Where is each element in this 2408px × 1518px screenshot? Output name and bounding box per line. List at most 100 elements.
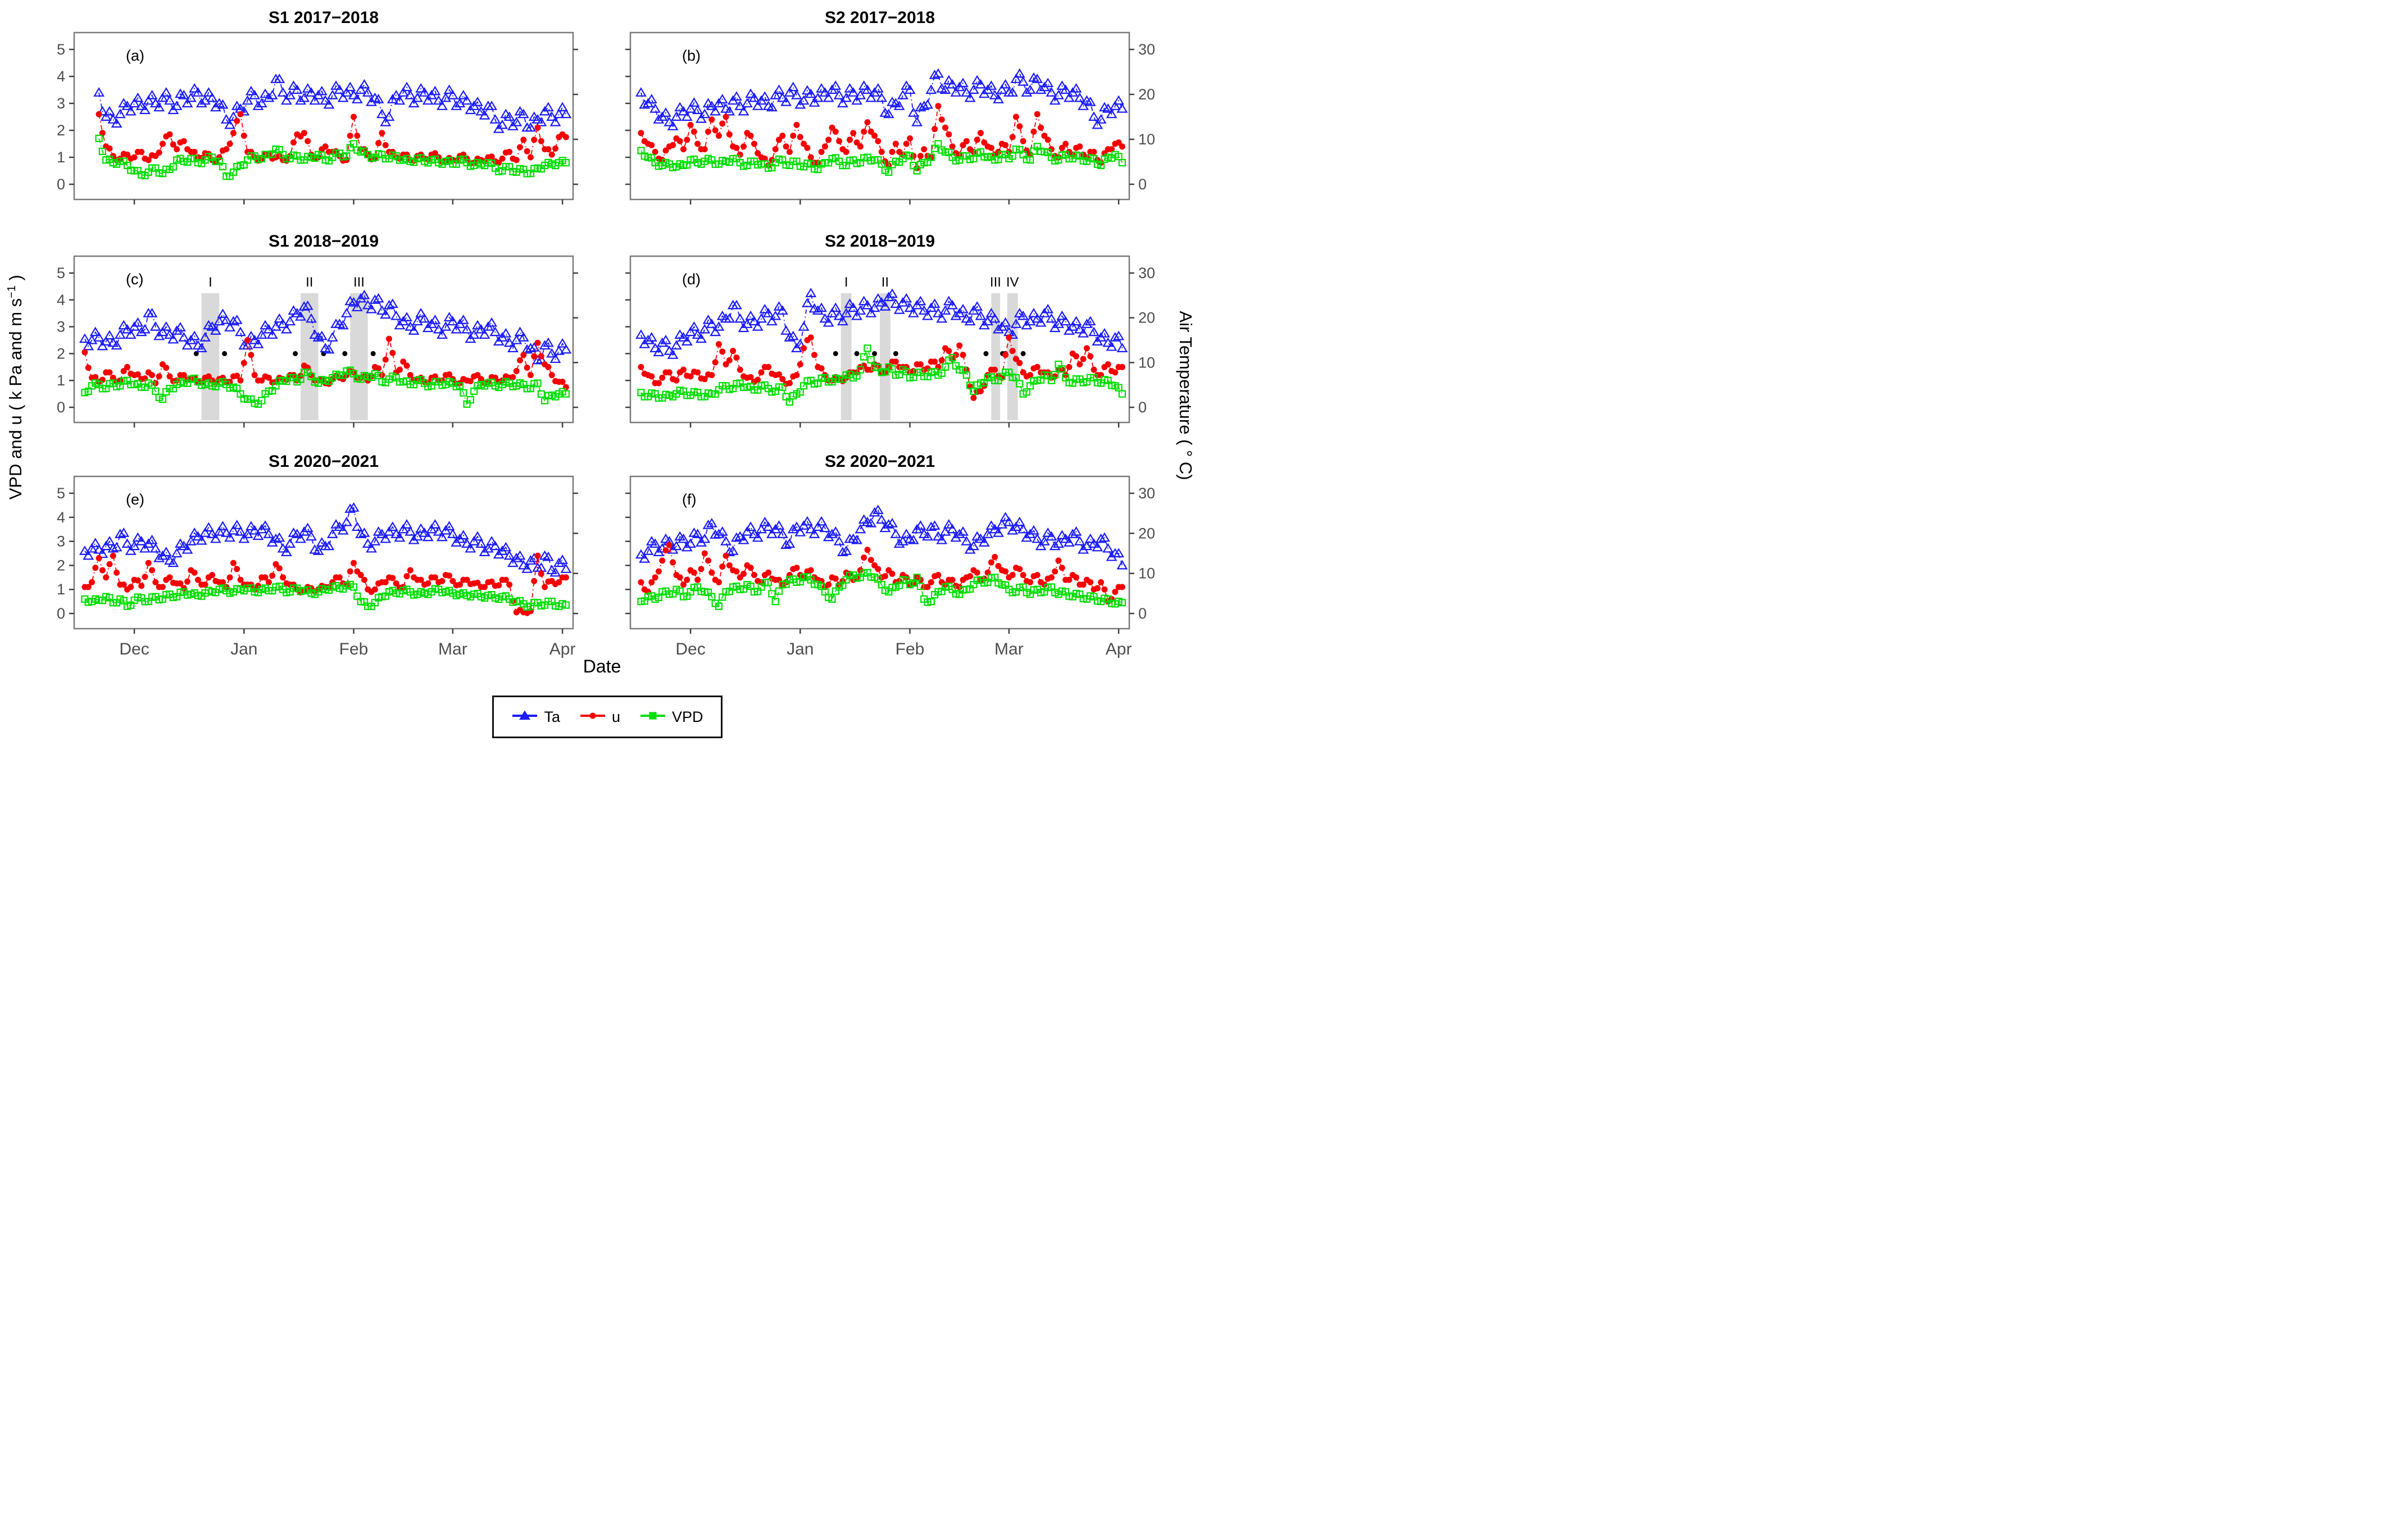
y-axis-label-left-text: VPD and u ( k Pa and m s [6,298,26,500]
ta-marker [143,95,155,105]
u-marker [248,352,255,358]
ta-marker [642,334,654,344]
vpd-marker [456,382,464,390]
ta-marker [486,101,498,110]
ta-marker [887,517,898,528]
u-marker [446,371,453,378]
ta-marker [111,542,122,552]
ta-marker [1078,328,1089,338]
ta-marker [710,326,721,337]
u-marker [510,374,516,380]
ta-marker [220,527,232,537]
y-right-tick-label: 30 [1138,41,1155,58]
ta-marker [837,316,848,326]
ta-marker [114,529,126,538]
u-marker [956,342,963,349]
ta-marker [794,339,806,348]
ta-marker [756,313,767,323]
ta-marker [678,106,689,116]
legend-item-u: u [579,708,620,726]
ta-marker [277,319,289,328]
u-marker [765,569,772,576]
ta-marker [808,529,820,538]
u-marker [755,376,761,383]
ta-marker [97,548,108,558]
u-marker [156,149,162,156]
ta-marker [309,95,321,105]
ta-marker [351,302,363,312]
ta-marker [528,342,540,352]
y-right-tick-label: 0 [1138,399,1147,416]
ta-marker [312,546,324,555]
u-marker [638,363,644,370]
ta-marker [805,524,817,534]
u-marker [1108,146,1115,153]
ta-marker [812,92,824,102]
u-marker [99,130,106,137]
ta-marker [447,316,458,326]
ta-marker [334,521,346,531]
ta-marker [419,87,430,97]
u-marker [562,134,569,140]
ta-marker [844,298,856,308]
u-marker [269,572,276,579]
ta-marker [89,326,101,337]
ta-marker [925,521,937,531]
ta-marker [1053,319,1064,328]
ta-marker [295,95,306,105]
ta-marker [685,538,696,548]
ta-marker [157,92,169,102]
ta-marker [985,80,997,90]
u-marker [120,367,127,374]
vpd-marker [860,353,868,361]
ta-marker [1060,533,1071,543]
ta-marker [752,101,764,110]
ta-marker [525,122,537,132]
ta-marker [685,326,696,337]
u-marker [765,363,772,370]
ta-marker [847,87,859,97]
y-left-tick-label: 5 [57,265,65,281]
ta-marker [819,522,831,533]
ta-marker [298,92,310,102]
ta-marker [525,555,537,565]
ta-marker [433,526,444,536]
ta-marker [164,95,175,105]
vpd-marker [779,383,787,391]
u-marker [138,148,145,155]
ta-marker [947,79,958,89]
vpd-marker [1118,390,1126,398]
ta-marker [936,313,948,323]
ta-marker [1035,317,1047,327]
ta-marker [118,320,130,330]
ta-marker [274,532,285,542]
ta-marker [759,516,771,526]
ta-marker [710,106,721,116]
ta-marker [153,102,165,112]
u-marker [382,356,389,363]
ta-marker [260,520,271,530]
ta-marker [851,534,862,544]
x-tick-label-Mar: Mar [438,640,467,658]
ta-marker [780,539,792,549]
ta-marker [249,334,261,344]
ta-marker [196,535,207,545]
ta-marker [929,298,941,308]
ta-marker [535,116,547,126]
ta-marker [129,540,140,551]
u-marker [223,146,230,153]
u-marker [1119,363,1125,370]
u-marker [548,372,555,379]
legend-key-marker [519,710,531,720]
u-marker [938,116,945,123]
u-marker [708,372,715,379]
band-label-I: I [208,275,212,290]
u-marker [755,150,761,157]
vpd-marker [466,396,474,404]
u-marker [149,567,156,574]
ta-marker [748,529,760,538]
u-marker [723,552,729,559]
ta-marker [546,111,558,121]
u-marker [676,574,683,581]
